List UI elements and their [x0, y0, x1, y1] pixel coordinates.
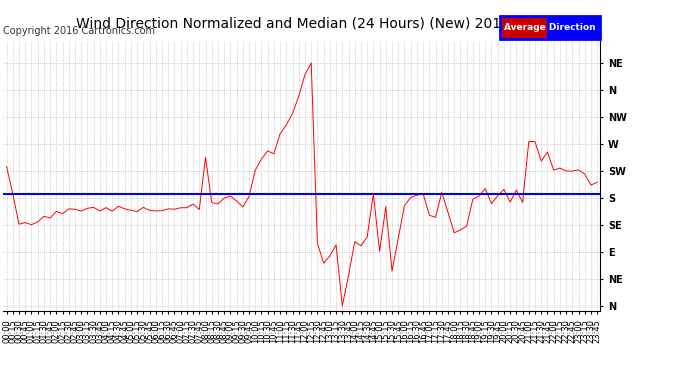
- Text: Wind Direction Normalized and Median (24 Hours) (New) 20160421: Wind Direction Normalized and Median (24…: [76, 17, 545, 31]
- Text: Average Direction: Average Direction: [504, 23, 596, 32]
- Text: Copyright 2016 Cartronics.com: Copyright 2016 Cartronics.com: [3, 26, 155, 36]
